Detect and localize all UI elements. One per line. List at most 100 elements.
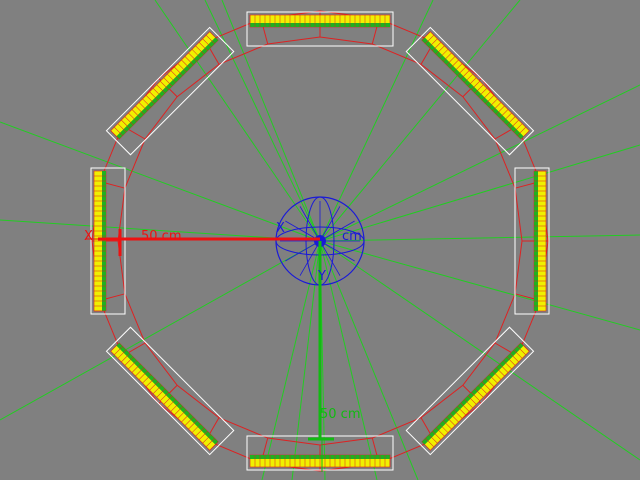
detector-module: [246, 11, 394, 47]
module-outline: [514, 167, 550, 315]
module-tick: [198, 431, 208, 440]
module-tick: [205, 438, 215, 447]
module-tick: [481, 91, 491, 101]
module-tick: [163, 395, 173, 405]
module-tick: [502, 112, 512, 122]
detector-module: [105, 326, 235, 456]
module-tick: [170, 402, 180, 412]
module-tick: [202, 434, 212, 444]
module-tick: [195, 427, 205, 437]
module-tick: [517, 126, 526, 136]
track-line: [291, 240, 321, 480]
module-tick: [428, 38, 438, 48]
module-tick: [174, 66, 184, 76]
x-scale-label: 50 cm: [141, 229, 182, 244]
module-tick: [520, 342, 530, 352]
gizmo-spoke: [285, 240, 321, 262]
module-tick: [131, 109, 141, 119]
module-tick: [439, 49, 449, 59]
module-tick: [471, 392, 480, 401]
module-tick: [478, 88, 488, 97]
module-tick: [110, 130, 120, 140]
track-line: [319, 240, 419, 480]
gizmo-spoke: [319, 240, 355, 262]
module-tick: [167, 73, 176, 83]
module-tick: [184, 416, 194, 426]
module-tick: [449, 59, 459, 69]
module-outline: [246, 11, 394, 47]
module-tick: [506, 356, 516, 366]
module-tick: [188, 52, 198, 62]
y-scale-label: 50 cm: [320, 407, 361, 422]
module-tick: [177, 63, 187, 73]
module-tick: [163, 77, 173, 87]
module-tick: [467, 77, 477, 87]
gizmo-x-label: X: [276, 221, 285, 236]
module-tick: [499, 363, 509, 373]
gizmo-scale-label: cm: [342, 229, 362, 244]
module-tick: [152, 385, 162, 394]
module-tick: [510, 119, 519, 129]
track-line: [0, 121, 321, 242]
module-tick: [167, 399, 176, 409]
module-tick: [170, 70, 180, 80]
module-tick: [425, 35, 435, 44]
module-tick: [453, 409, 463, 419]
module-tick: [202, 38, 212, 48]
detector-module: [405, 26, 535, 156]
gizmo-spoke: [319, 206, 341, 242]
module-outline: [105, 326, 235, 456]
detector-modules: [90, 11, 550, 471]
module-tick: [474, 388, 484, 398]
track-line: [261, 240, 321, 480]
module-tick: [435, 427, 445, 437]
module-tick: [464, 399, 473, 409]
module-tick: [184, 56, 194, 66]
module-tick: [492, 370, 502, 380]
module-tick: [471, 81, 480, 90]
module-tick: [124, 116, 134, 126]
gizmo-spoke: [299, 240, 321, 276]
module-tick: [456, 406, 466, 416]
module-tick: [121, 353, 130, 363]
track-line: [319, 240, 378, 480]
module-tick: [145, 95, 155, 105]
module-tick: [446, 416, 456, 426]
module-tick: [435, 45, 445, 55]
track-line: [319, 0, 521, 242]
module-tick: [145, 377, 155, 387]
module-tick: [510, 353, 519, 363]
module-tick: [460, 402, 470, 412]
module-tick: [195, 45, 205, 55]
module-tick: [160, 81, 169, 90]
gizmo-spoke: [319, 240, 341, 276]
module-tick: [209, 441, 219, 451]
module-tick: [449, 413, 459, 423]
module-tick: [453, 63, 463, 73]
module-tick: [467, 395, 477, 405]
detector-module: [405, 326, 535, 456]
scale-axes: 50 cm 50 cm X cm X Y: [84, 221, 362, 472]
module-tick: [117, 123, 127, 133]
module-outline: [405, 326, 535, 456]
module-tick: [138, 102, 148, 112]
gizmo-spoke: [299, 206, 321, 242]
module-tick: [149, 91, 159, 101]
module-tick: [488, 98, 498, 108]
module-tick: [124, 356, 134, 366]
module-tick: [502, 360, 512, 370]
module-tick: [174, 406, 184, 416]
module-tick: [160, 392, 169, 401]
module-tick: [156, 84, 166, 94]
module-tick: [499, 109, 509, 119]
detector-module: [105, 26, 235, 156]
module-tick: [421, 31, 431, 41]
track-line: [319, 234, 640, 242]
module-tick: [439, 423, 449, 433]
module-outline: [405, 26, 535, 156]
module-tick: [177, 409, 187, 419]
module-tick: [188, 420, 198, 430]
module-tick: [513, 123, 523, 133]
